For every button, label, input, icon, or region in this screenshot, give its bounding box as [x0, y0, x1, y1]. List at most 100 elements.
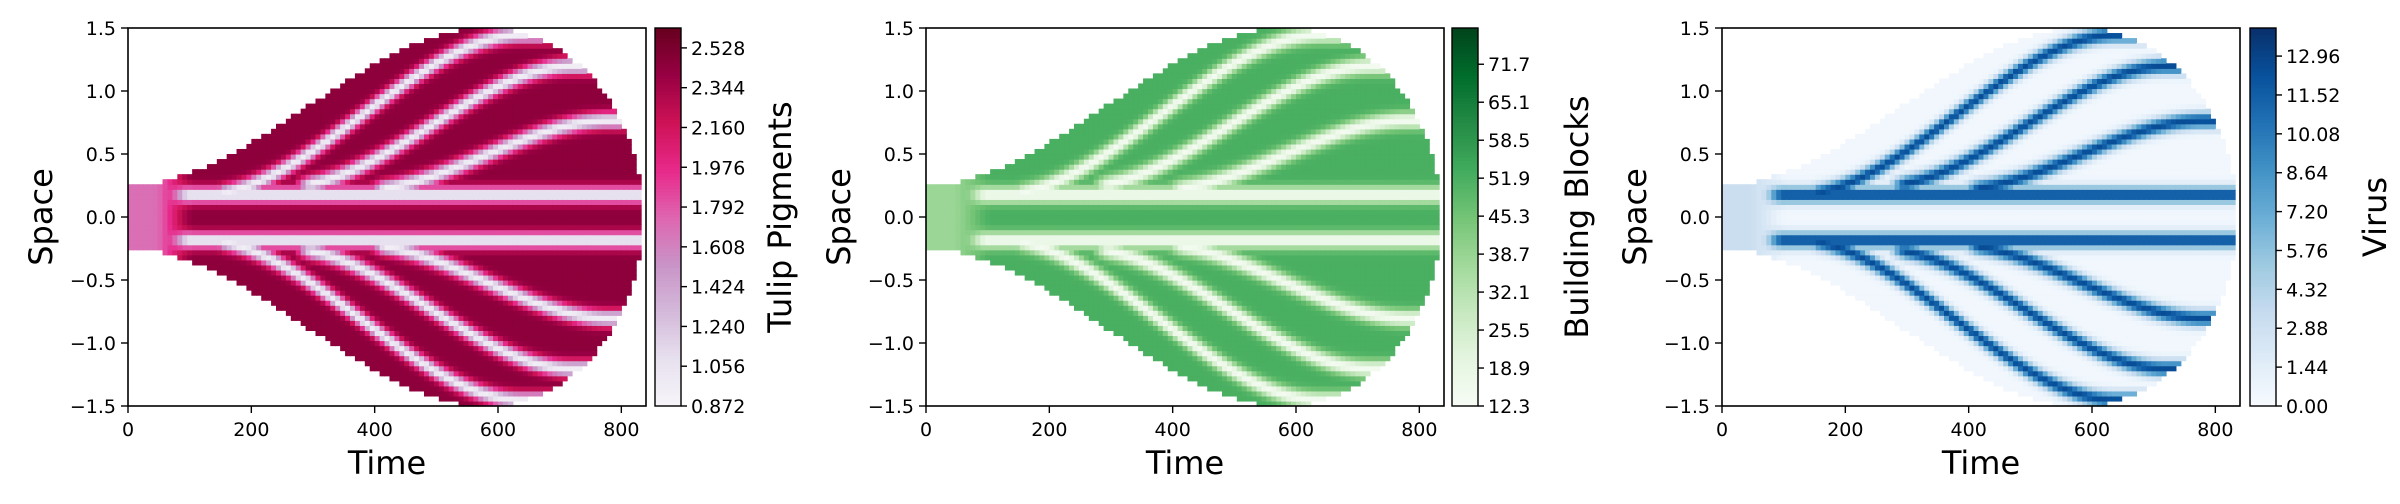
heatmap-cell — [320, 184, 326, 190]
heatmap-cell — [251, 148, 257, 155]
heatmap-cell — [626, 184, 632, 190]
heatmap-cell — [576, 199, 583, 205]
heatmap-cell — [448, 254, 455, 261]
heatmap-cell — [350, 310, 356, 316]
heatmap-cell — [527, 128, 534, 135]
heatmap-cell — [527, 53, 534, 59]
heatmap-cell — [621, 300, 627, 306]
heatmap-cell — [404, 133, 410, 140]
heatmap-cell — [463, 199, 469, 205]
heatmap-cell — [463, 43, 469, 49]
heatmap-cell — [241, 148, 247, 155]
heatmap-cell — [562, 310, 568, 316]
heatmap-cell — [409, 234, 415, 241]
heatmap-cell — [424, 204, 430, 211]
heatmap-cell — [433, 58, 440, 64]
heatmap-cell — [399, 340, 405, 347]
heatmap-cell — [488, 58, 494, 64]
heatmap-cell — [364, 73, 371, 79]
heatmap-cell — [488, 249, 494, 256]
heatmap-cell — [167, 194, 173, 200]
heatmap-cell — [562, 93, 568, 100]
heatmap-cell — [345, 269, 351, 276]
heatmap-cell — [512, 350, 519, 357]
heatmap-cell — [241, 204, 247, 211]
heatmap-cell — [621, 295, 627, 301]
heatmap-cell — [547, 219, 553, 226]
heatmap-cell — [586, 148, 593, 155]
heatmap-cell — [532, 305, 539, 311]
heatmap-cell — [557, 335, 563, 342]
heatmap-cell — [473, 143, 479, 150]
heatmap-cell — [345, 138, 351, 145]
heatmap-cell — [345, 78, 351, 85]
heatmap-cell — [167, 209, 173, 216]
heatmap-cell — [621, 184, 627, 190]
heatmap-cell — [310, 325, 317, 331]
heatmap-cell — [162, 199, 169, 205]
heatmap-cell — [537, 103, 543, 110]
heatmap-cell — [493, 184, 499, 190]
heatmap-cell — [522, 83, 529, 90]
heatmap-cell — [591, 244, 598, 251]
heatmap-cell — [433, 199, 440, 205]
heatmap-cell — [483, 194, 489, 200]
heatmap-cell — [399, 300, 405, 306]
heatmap-cell — [522, 305, 529, 311]
heatmap-cell — [557, 93, 563, 100]
heatmap-cell — [542, 385, 548, 392]
heatmap-cell — [192, 219, 198, 226]
heatmap-cell — [448, 164, 455, 170]
heatmap-cell — [285, 204, 292, 211]
heatmap-cell — [552, 98, 558, 105]
heatmap-cell — [502, 184, 509, 190]
heatmap-cell — [473, 370, 479, 377]
heatmap-cell — [552, 164, 558, 170]
heatmap-cell — [522, 234, 529, 241]
heatmap-cell — [522, 68, 529, 74]
heatmap-cell — [547, 214, 553, 221]
heatmap-cell — [424, 63, 430, 69]
heatmap-cell — [350, 335, 356, 342]
heatmap-cell — [606, 123, 613, 130]
heatmap-cell — [527, 174, 534, 180]
heatmap-cell — [330, 259, 336, 266]
heatmap-cell — [488, 345, 494, 352]
heatmap-cell — [542, 103, 548, 110]
heatmap-cell — [280, 224, 287, 231]
heatmap-cell — [527, 310, 534, 316]
heatmap-cell — [350, 93, 356, 100]
heatmap-cell — [379, 224, 386, 231]
heatmap-cell — [438, 169, 445, 175]
heatmap-cell — [152, 204, 159, 211]
heatmap-cell — [300, 214, 307, 221]
heatmap-cell — [236, 280, 243, 286]
heatmap-cell — [557, 108, 563, 115]
heatmap-cell — [537, 249, 543, 256]
heatmap-cell — [404, 340, 410, 347]
heatmap-cell — [394, 159, 400, 165]
heatmap-cell — [187, 174, 193, 180]
heatmap-cell — [399, 249, 405, 256]
heatmap-cell — [271, 244, 277, 251]
heatmap-cell — [404, 325, 410, 331]
heatmap-cell — [424, 310, 430, 316]
heatmap-cell — [537, 390, 543, 397]
heatmap-cell — [596, 194, 603, 200]
heatmap-cell — [433, 375, 440, 382]
heatmap-cell — [473, 280, 479, 286]
heatmap-cell — [596, 285, 603, 291]
heatmap-cell — [330, 280, 336, 286]
heatmap-cell — [591, 290, 598, 296]
heatmap-cell — [488, 285, 494, 291]
heatmap-cell — [197, 249, 203, 256]
heatmap-cell — [354, 249, 361, 256]
heatmap-cell — [458, 360, 465, 367]
heatmap-cell — [384, 315, 391, 321]
heatmap-cell — [374, 300, 381, 306]
heatmap-cell — [359, 350, 366, 357]
heatmap-cell — [192, 189, 198, 195]
heatmap-cell — [542, 254, 548, 261]
heatmap-cell — [493, 310, 499, 316]
heatmap-cell — [552, 239, 558, 246]
